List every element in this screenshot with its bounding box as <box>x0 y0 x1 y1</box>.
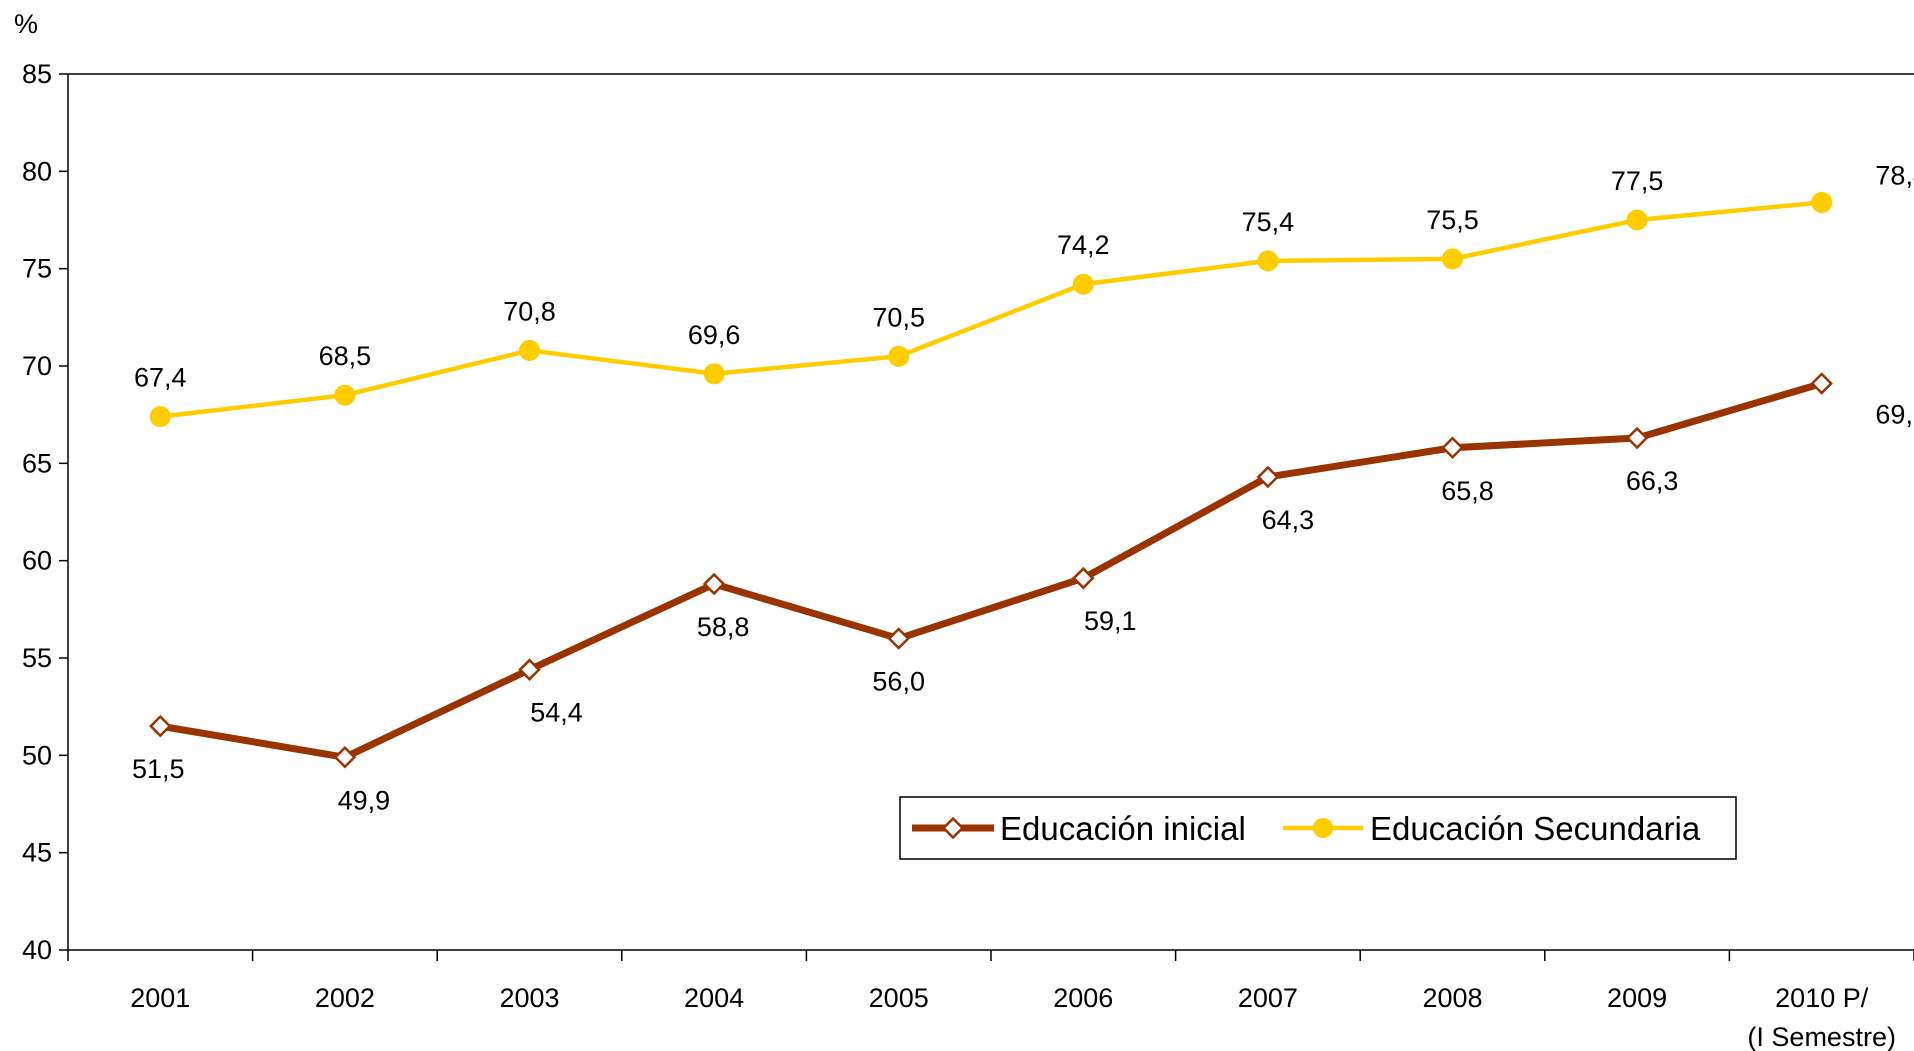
y-tick-label: 55 <box>22 643 52 673</box>
data-point-marker <box>1810 372 1833 395</box>
legend-marker-educacion-inicial <box>941 816 965 840</box>
x-tick-label: 2006 <box>1053 983 1113 1013</box>
data-point-marker <box>333 746 357 769</box>
data-label: 74,2 <box>1057 230 1110 260</box>
data-label: 56,0 <box>872 667 925 697</box>
data-point-marker <box>1256 465 1280 489</box>
data-point-marker <box>1811 191 1833 213</box>
data-label: 67,4 <box>134 363 187 393</box>
data-label: 78,4 <box>1875 160 1914 190</box>
data-point-marker <box>888 345 910 367</box>
x-tick-label: 2001 <box>130 983 190 1013</box>
data-point-marker <box>1626 209 1648 231</box>
legend: Educación inicial Educación Secundaria <box>899 796 1737 860</box>
x-tick-label: 2010 P/ <box>1775 983 1869 1013</box>
data-point-marker <box>703 363 725 385</box>
series-layer: 51,5 49,9 54,4 58,8 56,0 59,1 64,3 65,8 66,3 69,1… <box>132 160 1914 815</box>
data-label: 69,1 <box>1875 400 1914 430</box>
data-point-marker <box>1072 273 1094 295</box>
y-axis-label: % <box>14 9 38 39</box>
data-label: 51,5 <box>132 754 185 784</box>
data-label: 75,4 <box>1242 207 1295 237</box>
x-tick-label: 2005 <box>869 983 929 1013</box>
data-point-marker <box>518 658 541 681</box>
data-label: 68,5 <box>319 341 372 371</box>
data-label: 70,5 <box>872 302 925 332</box>
legend-label: Educación Secundaria <box>1370 810 1701 847</box>
data-label: 54,4 <box>530 698 583 728</box>
data-point-marker <box>149 406 171 428</box>
x-tick-label: 2002 <box>315 983 375 1013</box>
y-tick-label: 80 <box>22 156 52 186</box>
data-point-marker <box>519 339 540 361</box>
y-tick-label: 70 <box>22 351 52 381</box>
y-tick-label: 40 <box>22 935 52 965</box>
data-label: 70,8 <box>503 296 556 326</box>
x-tick-label: 2008 <box>1422 983 1482 1013</box>
y-axis: 40 45 50 55 60 65 70 75 80 85 <box>22 59 1914 965</box>
x-tick-label: 2004 <box>684 983 744 1013</box>
data-label: 75,5 <box>1426 205 1479 235</box>
data-point-marker <box>149 714 172 738</box>
data-label: 49,9 <box>338 785 391 815</box>
y-tick-label: 65 <box>22 448 52 478</box>
y-tick-label: 50 <box>22 740 52 770</box>
data-label: 65,8 <box>1441 476 1494 506</box>
data-point-marker <box>887 627 910 650</box>
data-point-marker <box>1257 250 1279 272</box>
data-point-marker <box>1072 566 1095 590</box>
data-label: 59,1 <box>1084 606 1137 636</box>
data-label: 66,3 <box>1626 466 1679 496</box>
x-axis: 2001 2002 2003 2004 2005 2006 2007 2008 2009 2010… <box>67 949 1914 1051</box>
legend-label: Educación inicial <box>1000 810 1246 847</box>
x-tick-label: (I Semestre) <box>1747 1022 1896 1051</box>
data-label: 64,3 <box>1262 505 1315 535</box>
y-tick-label: 45 <box>22 838 52 868</box>
data-label: 77,5 <box>1611 166 1664 196</box>
y-tick-label: 60 <box>22 546 52 576</box>
data-point-marker <box>1625 426 1649 450</box>
x-tick-label: 2003 <box>499 983 559 1013</box>
x-tick-label: 2007 <box>1238 983 1298 1013</box>
y-tick-label: 85 <box>22 59 52 89</box>
data-point-marker <box>334 384 356 406</box>
data-point-marker <box>702 572 726 596</box>
data-point-marker <box>1442 248 1463 270</box>
series-line-educacion-secundaria <box>160 200 1822 419</box>
y-tick-label: 75 <box>22 254 52 284</box>
legend-marker-educacion-secundaria <box>1313 818 1333 838</box>
series-line-educacion-inicial <box>159 380 1823 761</box>
data-point-marker <box>1441 436 1464 460</box>
data-label: 58,8 <box>697 612 750 642</box>
x-tick-label: 2009 <box>1607 983 1667 1013</box>
data-label: 69,6 <box>688 320 741 350</box>
